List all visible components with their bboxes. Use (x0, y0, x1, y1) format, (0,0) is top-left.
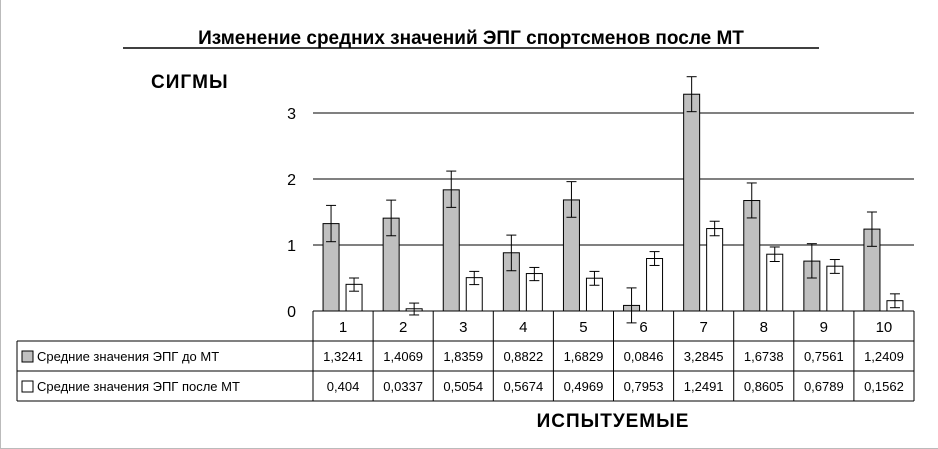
error-bars (326, 76, 900, 324)
data-label: 0,0846 (624, 349, 664, 364)
legend-label: Средние значения ЭПГ до МТ (37, 349, 219, 364)
bar (766, 253, 784, 312)
bars (322, 93, 904, 312)
bar (646, 258, 664, 312)
bar (442, 189, 460, 312)
data-label: 1,8359 (443, 349, 483, 364)
x-axis-label: ИСПЫТУЕМЫЕ (537, 411, 690, 432)
y-tick-label: 2 (287, 172, 296, 189)
data-label: 0,5674 (503, 379, 543, 394)
category-label: 6 (639, 319, 647, 336)
data-label: 1,4069 (383, 349, 423, 364)
category-label: 1 (339, 319, 347, 336)
y-tick-label: 3 (287, 106, 296, 123)
data-label: 1,2491 (684, 379, 724, 394)
y-tick-label: 1 (287, 238, 296, 255)
y-tick-label: 0 (287, 304, 296, 321)
category-label: 7 (699, 319, 707, 336)
bar (683, 93, 701, 312)
category-label: 2 (399, 319, 407, 336)
data-label: 1,2409 (864, 349, 904, 364)
gridlines (313, 112, 914, 246)
data-label: 0,8822 (503, 349, 543, 364)
category-label: 4 (519, 319, 527, 336)
data-label: 1,6829 (564, 349, 604, 364)
category-label: 3 (459, 319, 467, 336)
legend-label: Средние значения ЭПГ после МТ (37, 379, 240, 394)
data-label: 0,4969 (564, 379, 604, 394)
legend-swatch (21, 380, 34, 393)
data-label: 3,2845 (684, 349, 724, 364)
data-label: 0,8605 (744, 379, 784, 394)
data-label: 0,0337 (383, 379, 423, 394)
data-label: 0,5054 (443, 379, 483, 394)
data-label: 0,7953 (624, 379, 664, 394)
data-label: 0,404 (327, 379, 360, 394)
data-label: 0,7561 (804, 349, 844, 364)
data-table: 1 2 3 4 5 6 7 8 9 10 Средние значения ЭПГ до МТ 1,3… (16, 310, 915, 402)
data-label: 1,6738 (744, 349, 784, 364)
category-label: 8 (760, 319, 768, 336)
chart-title: Изменение средних значений ЭПГ спортсмен… (198, 28, 744, 49)
category-label: 10 (876, 319, 893, 336)
y-axis-label: СИГМЫ (151, 72, 229, 93)
data-label: 0,1562 (864, 379, 904, 394)
bar (706, 228, 724, 312)
data-label: 0,6789 (804, 379, 844, 394)
y-tick-labels: 0 1 2 3 (287, 106, 296, 321)
data-label: 1,3241 (323, 349, 363, 364)
legend-swatch (21, 350, 34, 363)
category-label: 9 (820, 319, 828, 336)
category-label: 5 (579, 319, 587, 336)
